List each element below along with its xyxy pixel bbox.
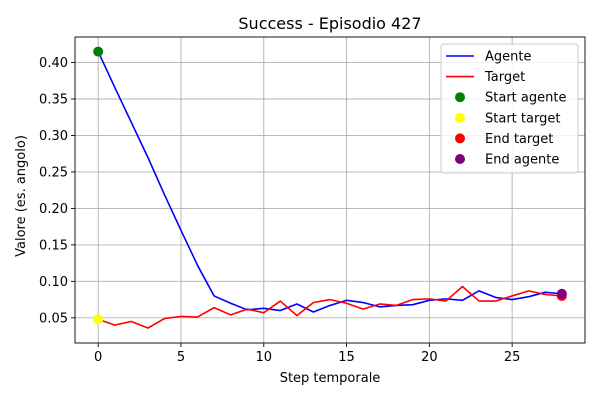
legend-swatch-end-target: [455, 133, 465, 144]
legend-label-target: Target: [484, 70, 525, 85]
legend: Agente Target Start agente Start target End …: [440, 43, 579, 174]
x-tick-label: 25: [504, 350, 521, 365]
point-start-target: [93, 314, 104, 325]
series-line-agente: [97, 51, 562, 313]
legend-swatch-start-target: [455, 112, 465, 123]
y-tick-label: 0.30: [39, 129, 68, 144]
axis-ticks: 0 5 10 15 20 25 0.05 0.10 0.15 0.20 0.25 0.30 0.35 0.…: [39, 56, 520, 365]
legend-label-start-agente: Start agente: [485, 91, 566, 106]
x-tick-label: 10: [255, 350, 272, 365]
legend-label-end-target: End target: [485, 132, 553, 147]
y-tick-label: 0.10: [39, 275, 68, 290]
y-tick-label: 0.35: [39, 93, 68, 108]
legend-label-agente: Agente: [485, 50, 531, 65]
chart-title: Success - Episodio 427: [238, 14, 421, 33]
point-start-agente: [93, 46, 104, 57]
plot-frame: [74, 36, 586, 344]
x-tick-label: 0: [94, 350, 102, 365]
y-tick-label: 0.25: [39, 165, 68, 180]
y-axis-label: Valore (es. angolo): [14, 135, 29, 257]
series-line-target: [97, 285, 562, 329]
legend-swatch-end-agente: [455, 154, 465, 164]
plot-series: [93, 46, 567, 329]
x-axis-label: Step temporale: [280, 371, 381, 386]
legend-box: [440, 43, 579, 174]
legend-swatch-start-agente: [455, 92, 465, 103]
y-tick-label: 0.20: [39, 202, 68, 217]
legend-label-end-agente: End agente: [485, 153, 559, 168]
y-tick-label: 0.15: [39, 238, 68, 253]
legend-label-start-target: Start target: [485, 111, 560, 126]
y-tick-label: 0.40: [39, 56, 68, 71]
x-tick-label: 15: [338, 350, 355, 365]
x-tick-label: 20: [421, 350, 438, 365]
point-end-agente: [556, 288, 567, 299]
y-tick-label: 0.05: [39, 311, 68, 326]
x-tick-label: 5: [177, 350, 185, 365]
